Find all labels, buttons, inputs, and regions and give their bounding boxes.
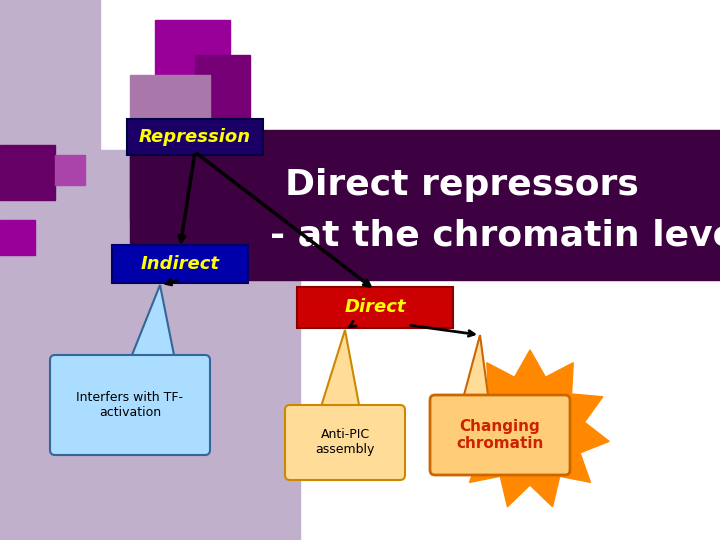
Bar [195, 55, 250, 135]
Bar [0, 220, 35, 255]
Text: Changing
chromatin: Changing chromatin [456, 419, 544, 451]
Polygon shape [130, 285, 175, 360]
FancyBboxPatch shape [127, 119, 263, 155]
Bar [130, 75, 210, 135]
Text: Interfers with TF-
activation: Interfers with TF- activation [76, 391, 184, 419]
Bar [55, 155, 85, 185]
Text: Anti-PIC
assembly: Anti-PIC assembly [315, 429, 374, 456]
FancyBboxPatch shape [430, 395, 570, 475]
FancyBboxPatch shape [297, 287, 453, 328]
Text: Direct repressors: Direct repressors [285, 168, 639, 202]
FancyBboxPatch shape [285, 405, 405, 480]
Polygon shape [460, 335, 490, 410]
Bar [0, 145, 55, 200]
Bar [130, 130, 200, 220]
FancyBboxPatch shape [50, 355, 210, 455]
Bar [0, 150, 300, 540]
Text: Indirect: Indirect [140, 255, 220, 273]
Bar [0, 0, 100, 540]
Text: Direct: Direct [344, 299, 406, 316]
Polygon shape [451, 350, 609, 507]
Text: - at the chromatin level: - at the chromatin level [270, 218, 720, 252]
FancyBboxPatch shape [112, 245, 248, 283]
Bar [130, 130, 720, 280]
Bar [155, 20, 230, 95]
Text: Repression: Repression [139, 128, 251, 146]
Polygon shape [320, 330, 360, 410]
